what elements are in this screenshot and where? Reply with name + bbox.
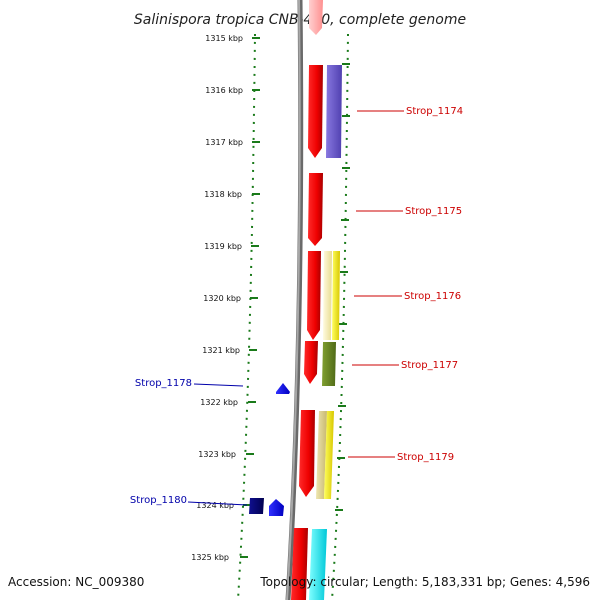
scale-label: 1318 kbp — [204, 190, 242, 199]
cds-feature — [291, 528, 308, 600]
gene-label-text[interactable]: Strop_1180 — [130, 495, 187, 506]
cds-feature — [304, 341, 318, 384]
gene-feature — [324, 411, 334, 499]
cds-feature — [307, 251, 321, 340]
inner-dotted-ring — [237, 33, 256, 600]
gene-label-text[interactable]: Strop_1178 — [135, 378, 192, 389]
gene-label-text[interactable]: Strop_1176 — [404, 291, 461, 302]
gene-feature — [309, 529, 327, 600]
gene-label-strop-1176[interactable]: Strop_1176 — [354, 291, 461, 302]
scale-label: 1315 kbp — [205, 34, 243, 43]
scale-label: 1324 kbp — [196, 501, 234, 510]
cds-feature — [269, 499, 284, 516]
scale-label: 1316 kbp — [205, 86, 243, 95]
scale-label: 1325 kbp — [191, 553, 229, 562]
gene-label-text[interactable]: Strop_1179 — [397, 452, 454, 463]
scale-tick-marks — [240, 37, 350, 558]
gene-label-text[interactable]: Strop_1177 — [401, 360, 458, 371]
gene-label-strop-1179[interactable]: Strop_1179 — [348, 452, 454, 463]
gene-label-text[interactable]: Strop_1174 — [406, 106, 463, 117]
gene-feature — [249, 498, 264, 514]
scale-label: 1320 kbp — [203, 294, 241, 303]
gene-label-text[interactable]: Strop_1175 — [405, 206, 462, 217]
gene-feature — [323, 251, 332, 340]
genome-summary-text: Topology: circular; Length: 5,183,331 bp… — [259, 575, 590, 589]
gene-feature — [316, 411, 327, 499]
cds-feature — [308, 173, 323, 246]
outer-dotted-ring — [331, 33, 349, 600]
forward-strand-features — [291, 0, 342, 600]
scale-labels: 1315 kbp 1316 kbp 1317 kbp 1318 kbp 1319… — [191, 34, 243, 562]
gene-label-strop-1177[interactable]: Strop_1177 — [352, 360, 458, 371]
cds-feature — [276, 383, 290, 394]
gene-feature — [322, 342, 336, 386]
scale-label: 1323 kbp — [198, 450, 236, 459]
gene-feature — [326, 65, 342, 158]
scale-label: 1322 kbp — [200, 398, 238, 407]
gene-label-strop-1180[interactable]: Strop_1180 — [130, 495, 248, 506]
cds-feature — [309, 0, 323, 35]
gene-label-strop-1178[interactable]: Strop_1178 — [135, 378, 244, 389]
gene-label-strop-1174[interactable]: Strop_1174 — [357, 106, 463, 117]
cds-feature — [299, 410, 315, 497]
accession-text: Accession: NC_009380 — [8, 575, 144, 589]
scale-label: 1317 kbp — [205, 138, 243, 147]
gene-feature — [332, 251, 340, 340]
gene-label-strop-1175[interactable]: Strop_1175 — [356, 206, 462, 217]
scale-label: 1321 kbp — [202, 346, 240, 355]
reverse-strand-features — [249, 383, 290, 516]
genome-backbone — [285, 0, 304, 600]
cds-feature — [308, 65, 323, 158]
scale-label: 1319 kbp — [204, 242, 242, 251]
